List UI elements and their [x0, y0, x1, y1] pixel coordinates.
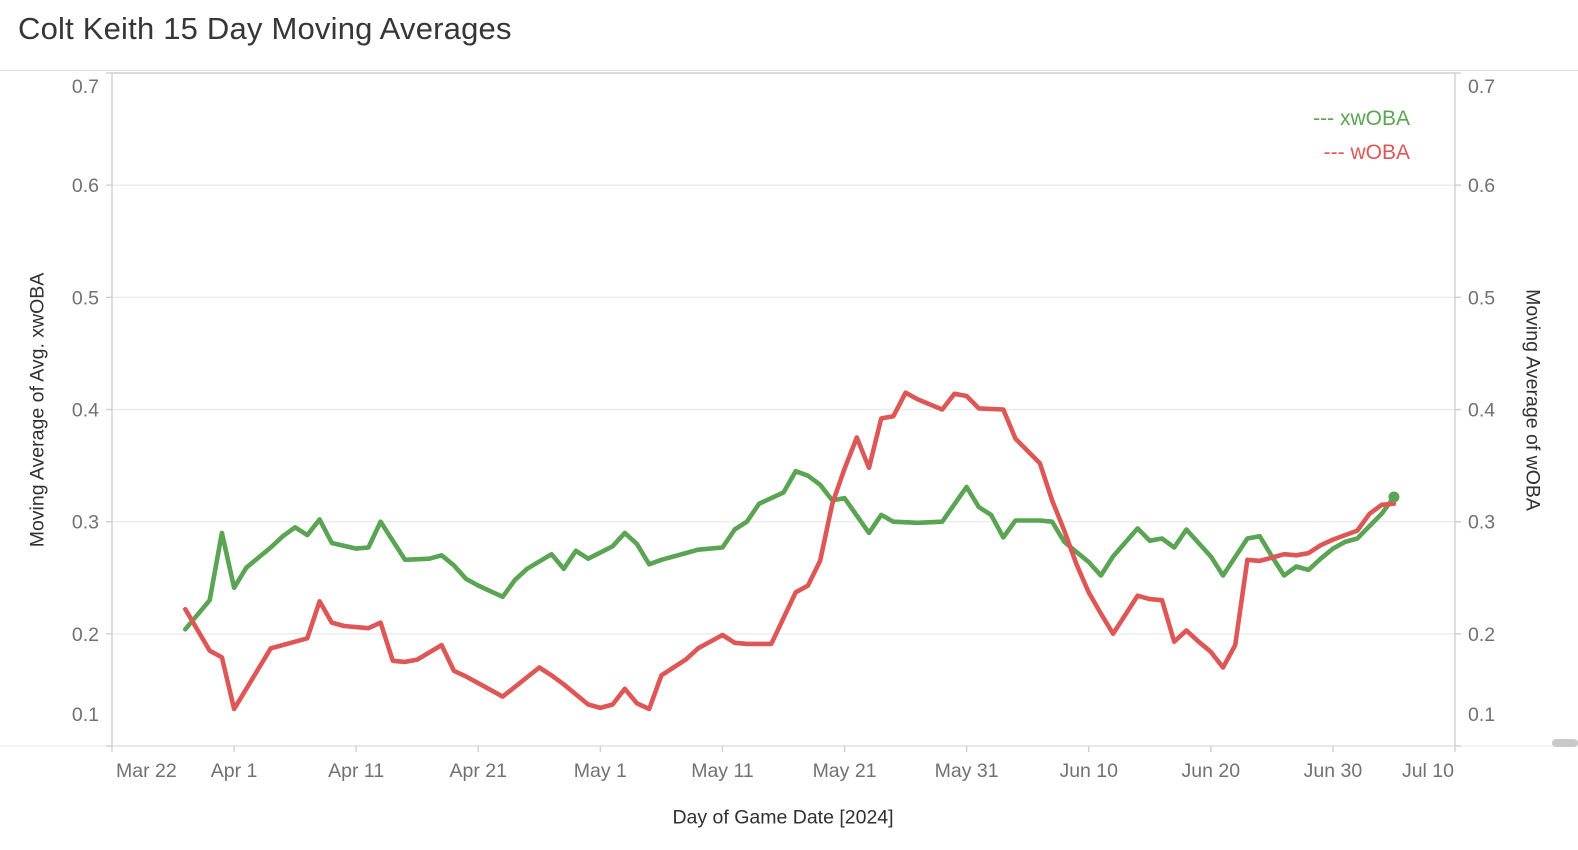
y-tick-label-left: 0.4	[72, 400, 99, 422]
y-tick-label-right: 0.7	[1468, 76, 1495, 98]
scrollbar-thumb[interactable]	[1552, 739, 1578, 747]
y-tick-label-right: 0.4	[1468, 400, 1495, 422]
x-tick-label: May 31	[935, 760, 999, 782]
x-tick-label: Apr 1	[211, 760, 258, 782]
woba-line[interactable]	[183, 390, 1397, 712]
x-tick-label: Apr 21	[450, 760, 507, 782]
y-tick-label-left: 0.1	[72, 704, 99, 726]
x-tick-label: May 1	[574, 760, 627, 782]
x-tick-label: Mar 22	[116, 760, 177, 782]
y-tick-label-left: 0.3	[72, 512, 99, 534]
y-tick-label-left: 0.6	[72, 175, 99, 197]
xwoba-line[interactable]	[183, 468, 1397, 632]
x-tick-label: May 11	[691, 760, 754, 782]
x-axis-title: Day of Game Date [2024]	[672, 806, 894, 829]
x-tick-label: Jun 30	[1304, 760, 1363, 782]
y-tick-label-right: 0.6	[1468, 175, 1495, 197]
chart-title: Colt Keith 15 Day Moving Averages	[18, 11, 512, 46]
x-tick-label: Jun 10	[1059, 760, 1118, 782]
legend-item-woba[interactable]: --- wOBA	[1323, 141, 1410, 164]
y-tick-label-right: 0.1	[1468, 704, 1495, 726]
y-tick-label-right: 0.5	[1468, 287, 1495, 309]
x-tick-label: Jun 20	[1182, 760, 1241, 782]
x-tick-label: Apr 11	[328, 760, 384, 782]
xwoba-end-marker[interactable]	[1388, 491, 1400, 503]
y-tick-label-right: 0.3	[1468, 512, 1495, 534]
y-tick-label-right: 0.2	[1468, 624, 1495, 646]
y-tick-label-left: 0.2	[72, 624, 99, 646]
right-axis-title: Moving Average of wOBA	[1521, 289, 1544, 511]
x-tick-label: Jul 10	[1402, 760, 1454, 782]
legend: --- xwOBA --- wOBA	[1313, 102, 1410, 170]
y-tick-label-left: 0.7	[72, 76, 99, 98]
left-axis-title: Moving Average of Avg. xwOBA	[26, 272, 49, 548]
y-tick-label-left: 0.5	[72, 287, 99, 309]
x-tick-label: May 21	[813, 760, 877, 782]
legend-item-xwoba[interactable]: --- xwOBA	[1313, 107, 1410, 130]
title-divider	[0, 70, 1578, 71]
